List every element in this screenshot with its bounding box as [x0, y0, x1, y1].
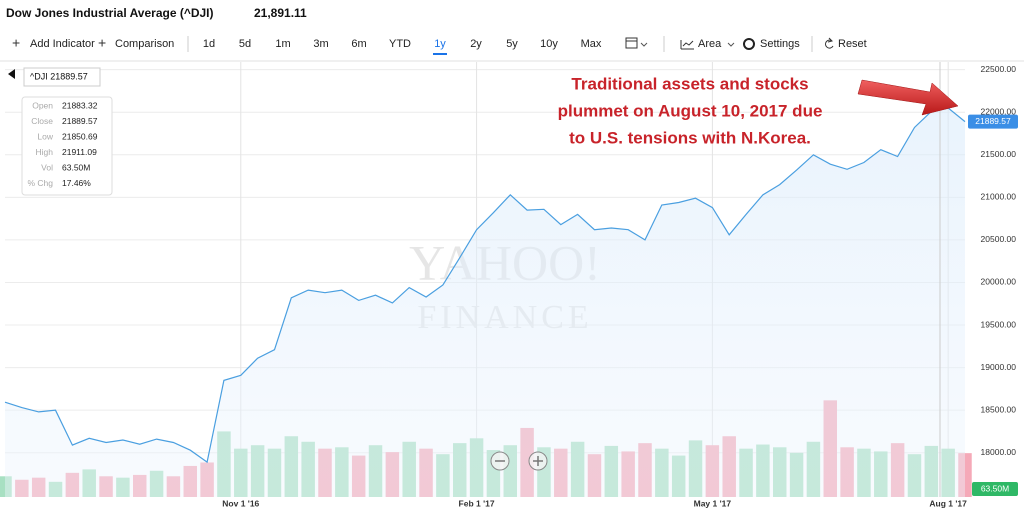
y-tick-label: 19000.00	[981, 362, 1017, 372]
tooltip-label: Close	[31, 116, 53, 126]
axis-panel	[965, 62, 1024, 512]
y-tick-label: 18000.00	[981, 447, 1017, 457]
tooltip-title-box	[23, 67, 101, 87]
plus-icon: +	[12, 35, 20, 51]
x-tick-label: Nov 1 '16	[222, 498, 259, 508]
y-tick-label: 20000.00	[981, 277, 1017, 287]
range-button[interactable]: 1d	[203, 38, 215, 50]
overlay: 21889.57 63.50M ^DJI 21889.57 Open 21883.32 C…	[8, 67, 1018, 496]
tooltip-value: 17.46%	[62, 178, 91, 188]
x-tick-label: May 1 '17	[694, 498, 732, 508]
y-tick-label: 22000.00	[981, 106, 1017, 116]
last-price-label: 21889.57	[975, 116, 1011, 126]
range-button[interactable]: 6m	[351, 38, 366, 50]
price-area	[5, 108, 965, 497]
y-tick-label: 22500.00	[981, 64, 1017, 74]
tooltip-value: 21911.09	[62, 147, 97, 157]
range-button[interactable]: 5d	[239, 38, 251, 50]
range-selected-underline	[433, 53, 447, 55]
tooltip-box	[21, 96, 113, 196]
chevron	[640, 42, 648, 47]
tooltip-label: % Chg	[27, 178, 53, 188]
last-price-box	[968, 114, 1018, 129]
settings-button[interactable]: Settings	[760, 38, 800, 50]
price-line	[4, 107, 966, 464]
x-tick-label: Aug 1 '17	[929, 498, 967, 508]
range-button[interactable]: 1m	[275, 38, 290, 50]
annotation: Traditional assets and stocks	[571, 74, 808, 93]
range-button[interactable]: YTD	[389, 38, 411, 50]
y-tick-label: 18500.00	[981, 404, 1017, 414]
y-tick-label: 19500.00	[981, 319, 1017, 329]
annotation-arrow	[857, 79, 959, 116]
range-button[interactable]: 2y	[470, 38, 482, 50]
tooltip-title: ^DJI 21889.57	[30, 71, 88, 81]
tooltip-value: 63.50M	[62, 162, 90, 172]
range-button[interactable]: Max	[581, 38, 602, 50]
tooltip-label: Vol	[41, 162, 53, 172]
tooltip-value: 21883.32	[62, 100, 98, 110]
range-button[interactable]: 3m	[313, 38, 328, 50]
area-icon	[680, 40, 694, 50]
annotation: plummet on August 10, 2017 due	[558, 101, 823, 120]
range-button[interactable]: 5y	[506, 38, 518, 50]
y-tick-label: 20500.00	[981, 234, 1017, 244]
tooltip-label: High	[36, 147, 54, 157]
calendar-icon[interactable]	[625, 37, 638, 49]
tooltip-value: 21850.69	[62, 131, 98, 141]
y-tick-label: 21000.00	[981, 192, 1017, 202]
plus-icon: +	[98, 35, 106, 51]
x-tick-label: Feb 1 '17	[459, 498, 495, 508]
header-price: 21,891.11	[254, 6, 307, 20]
reset-icon	[825, 37, 834, 49]
tooltip-label: Open	[32, 100, 53, 110]
tooltip-label: Low	[37, 131, 53, 141]
chevron	[727, 42, 735, 47]
reset-button[interactable]: Reset	[838, 38, 867, 50]
plot-area: 18000.00 18500.00 19000.00 19500.00 20000.00…	[0, 62, 1024, 512]
collapse-arrow[interactable]	[8, 69, 15, 79]
range-button[interactable]: 10y	[540, 38, 558, 50]
zoom-in-button-glyph	[533, 456, 543, 466]
settings-icon[interactable]	[743, 38, 755, 50]
last-volume-label: 63.50M	[981, 483, 1009, 493]
chart-type-button[interactable]: Area	[698, 38, 722, 50]
last-volume-box	[972, 482, 1018, 496]
page-title: Dow Jones Industrial Average (^DJI)	[6, 6, 214, 20]
comparison-button[interactable]: Comparison	[115, 38, 174, 50]
annotation: to U.S. tensions with N.Korea.	[569, 128, 811, 147]
range-button[interactable]: 1y	[434, 38, 446, 50]
tooltip-value: 21889.57	[62, 116, 98, 126]
add-indicator-button[interactable]: Add Indicator	[30, 38, 95, 50]
y-tick-label: 21500.00	[981, 149, 1017, 159]
